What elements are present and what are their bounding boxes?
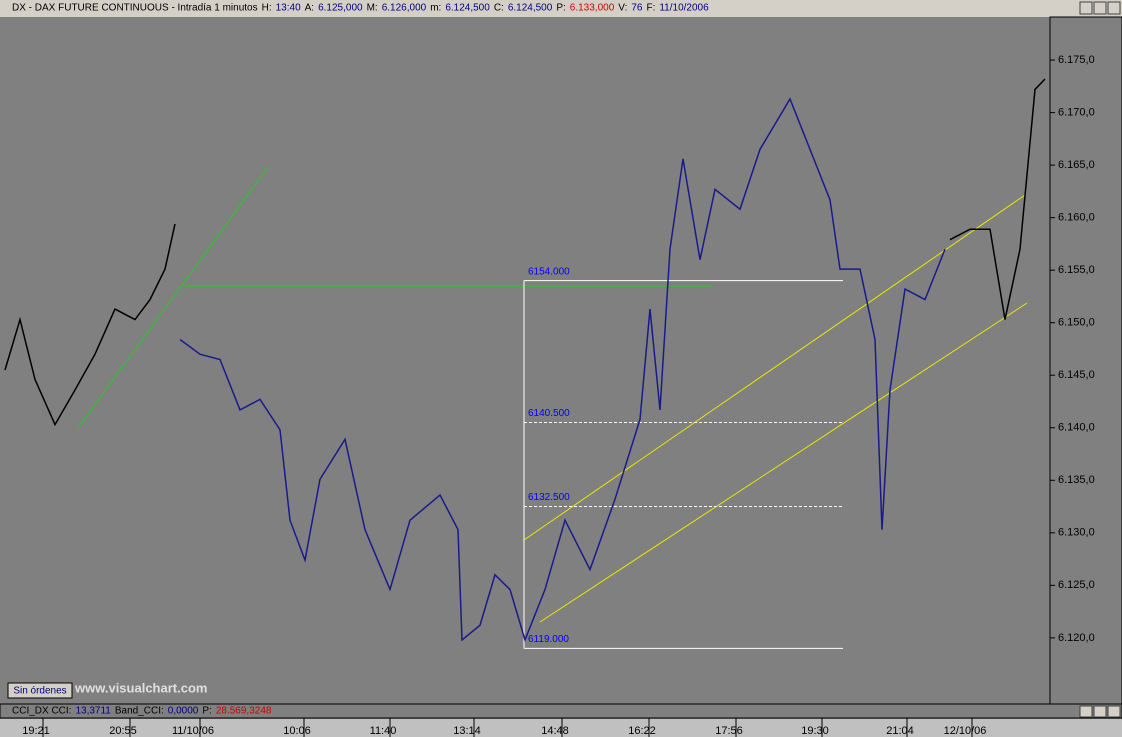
panel-button[interactable] [1093, 705, 1107, 718]
time-axis [0, 719, 1122, 737]
y-tick-label: 6.130,0 [1058, 527, 1095, 539]
x-tick-label: 11/10/06 [172, 725, 214, 737]
info-text: 28.569,3248 [216, 706, 272, 717]
header-text: DX - DAX FUTURE CONTINUOUS - Intradía 1 … [12, 3, 709, 14]
price-line [179, 97, 946, 643]
x-tick-label: 11:40 [370, 725, 397, 737]
level-label: 6132.500 [528, 492, 570, 503]
info-text: M: [367, 3, 378, 14]
info-text: V: [618, 3, 627, 14]
info-text: 76 [631, 3, 643, 14]
price-line [4, 78, 1046, 427]
channel-line [539, 302, 1028, 623]
x-tick-label: 19:21 [22, 725, 50, 737]
info-text: A: [305, 3, 314, 14]
x-tick-label: 21:04 [886, 725, 914, 737]
y-tick-label: 6.125,0 [1058, 579, 1095, 591]
y-tick-label: 6.145,0 [1058, 369, 1095, 381]
panel-button[interactable] [1107, 705, 1121, 718]
y-tick-label: 6.175,0 [1058, 54, 1095, 66]
info-text: 6.124,500 [445, 3, 490, 14]
info-text: DX - DAX FUTURE CONTINUOUS - Intradía 1 … [12, 3, 258, 14]
x-tick-label: 16:22 [628, 725, 656, 737]
orders-button[interactable] [7, 682, 73, 699]
minimize-button[interactable] [1079, 1, 1093, 15]
y-tick-label: 6.135,0 [1058, 474, 1095, 486]
title-bar [0, 0, 1122, 17]
x-tick-label: 19:30 [801, 725, 829, 737]
info-text: CCI_DX CCI: [12, 706, 71, 717]
x-tick-label: 13:14 [453, 725, 481, 737]
close-button[interactable] [1107, 1, 1121, 15]
info-text: Band_CCI: [115, 706, 164, 717]
info-text: P: [202, 706, 211, 717]
y-tick-label: 6.165,0 [1058, 159, 1095, 171]
y-tick-label: 6.140,0 [1058, 422, 1095, 434]
level-label: 6119.000 [528, 634, 569, 645]
y-tick-label: 6.120,0 [1058, 632, 1095, 644]
info-text: C: [494, 3, 504, 14]
x-tick-label: 17:56 [715, 725, 743, 737]
y-tick-label: 6.170,0 [1058, 107, 1095, 119]
channel-line [523, 194, 1026, 541]
info-text: F: [646, 3, 655, 14]
maximize-button[interactable] [1093, 1, 1107, 15]
info-text: 6.133,000 [570, 3, 615, 14]
x-tick-label: 12/10/06 [944, 725, 987, 737]
info-text: 0,0000 [168, 706, 199, 717]
indicator-text: CCI_DX CCI: 13,3711 Band_CCI: 0,0000 P: 28.56… [12, 706, 272, 717]
info-text: P: [556, 3, 565, 14]
info-text: 6.126,000 [382, 3, 427, 14]
price-axis [1049, 16, 1122, 705]
x-tick-label: 14:48 [541, 725, 569, 737]
watermark: www.visualchart.com [74, 680, 207, 695]
info-text: 6.125,000 [318, 3, 363, 14]
level-label: 6140.500 [528, 408, 570, 419]
y-tick-label: 6.160,0 [1058, 212, 1095, 224]
panel-button[interactable] [1079, 705, 1093, 718]
x-tick-label: 20:55 [109, 725, 137, 737]
indicator-bar [0, 703, 1122, 719]
level-label: 6154.000 [528, 266, 570, 277]
plot-area [0, 17, 1050, 704]
x-tick-label: 10:06 [283, 725, 311, 737]
info-text: 11/10/2006 [659, 3, 709, 14]
info-text: 13:40 [276, 3, 301, 14]
info-text: H: [262, 3, 272, 14]
info-text: 13,3711 [75, 706, 111, 717]
info-text: m: [430, 3, 441, 14]
y-tick-label: 6.155,0 [1058, 264, 1095, 276]
trend-line [77, 166, 269, 429]
info-text: 6.124,500 [508, 3, 553, 14]
orders-button-label[interactable]: Sin órdenes [13, 686, 66, 697]
y-tick-label: 6.150,0 [1058, 317, 1095, 329]
